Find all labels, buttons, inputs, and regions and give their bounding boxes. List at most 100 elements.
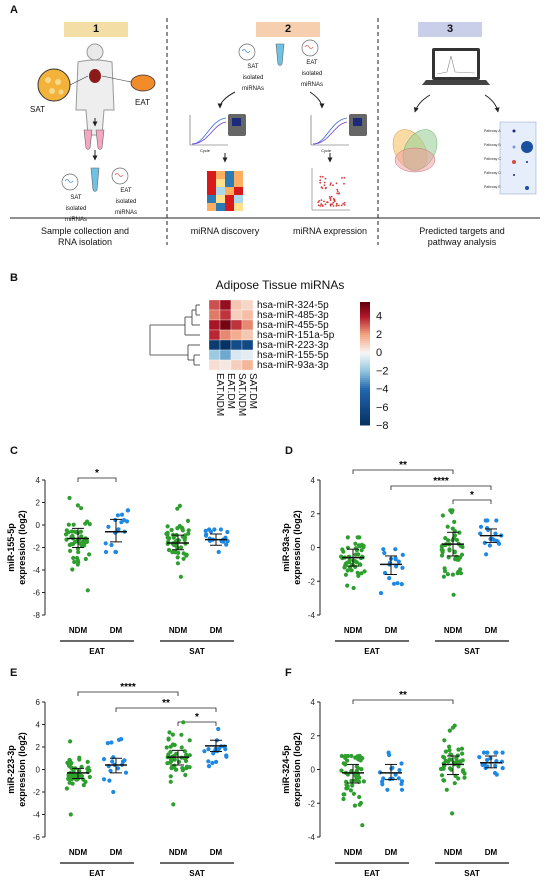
legend-gradient-step <box>360 347 370 350</box>
data-point <box>460 544 465 550</box>
step-1-caption-line-1: Sample collection and <box>40 226 130 236</box>
legend-gradient-step <box>360 357 370 360</box>
data-point <box>494 518 499 523</box>
data-point <box>447 748 452 753</box>
volcano-dot <box>329 182 332 185</box>
tissue-label: EAT <box>364 647 380 656</box>
data-point <box>109 542 114 548</box>
mini-heatmap-cell <box>207 171 216 179</box>
legend-gradient-step <box>360 322 370 326</box>
data-point <box>223 535 228 540</box>
data-point <box>79 506 84 511</box>
data-point <box>357 544 362 549</box>
volcano-dot <box>328 196 331 198</box>
legend-gradient-step <box>360 328 370 332</box>
y-tick-label: -4 <box>308 833 316 842</box>
group-label: DM <box>485 626 498 635</box>
data-point <box>223 747 228 752</box>
y-axis-label-line-2: expression (log2) <box>17 510 27 585</box>
data-point <box>355 570 360 575</box>
volcano-dot <box>329 197 332 200</box>
data-point <box>339 753 344 759</box>
panel-b-letter: B <box>10 272 18 284</box>
heatmap-cell <box>219 359 232 371</box>
data-point <box>393 557 398 562</box>
data-point <box>206 747 211 752</box>
data-point <box>462 775 467 780</box>
heatmap-cell <box>241 319 254 331</box>
data-point <box>382 550 387 556</box>
legend-gradient-step <box>360 308 370 311</box>
data-point <box>224 542 229 547</box>
data-point <box>483 518 488 523</box>
data-point <box>166 547 172 553</box>
volcano-dot <box>335 182 338 185</box>
data-point <box>456 776 461 781</box>
data-point <box>111 789 116 795</box>
y-tick-label: 4 <box>311 476 316 485</box>
data-point <box>204 532 209 537</box>
data-point <box>452 781 457 786</box>
eat-isolated-line-2: isolated miRNAs <box>115 199 137 216</box>
legend-tick-label: −6 <box>376 402 389 414</box>
data-point <box>179 732 184 737</box>
data-point <box>482 540 487 545</box>
group-label: DM <box>210 626 223 635</box>
data-point <box>216 549 221 555</box>
data-point <box>360 823 365 828</box>
y-tick-label: -2 <box>33 544 41 553</box>
group-label: NDM <box>169 626 188 635</box>
group-label: DM <box>110 626 123 635</box>
heatmap-cell <box>219 339 232 351</box>
data-point <box>400 552 405 557</box>
group-label: DM <box>485 848 498 857</box>
legend-gradient-step <box>360 340 370 344</box>
data-point <box>350 783 355 788</box>
pathway-dotplot-icon: Pathway A Pathway B Pathway C Pathway D Path… <box>484 121 537 195</box>
legend-gradient-step <box>360 371 370 375</box>
isolated-mirna-icons-1 <box>61 167 129 192</box>
step-2-caption-expression: miRNA expression <box>292 226 368 236</box>
step-2-badge: 2 <box>256 22 320 37</box>
volcano-dot <box>319 179 322 182</box>
legend-tick-label: 4 <box>376 311 382 323</box>
legend-gradient-step <box>360 367 370 371</box>
data-point <box>83 556 88 562</box>
data-point <box>444 787 449 792</box>
step-3-caption-line-1: Predicted targets and <box>419 226 505 236</box>
volcano-dot <box>321 205 324 207</box>
heatmap-row-label: hsa-miR-223-3p <box>257 340 329 351</box>
legend-tick-label: −2 <box>376 365 389 377</box>
legend-gradient-step <box>360 410 370 414</box>
data-point <box>186 528 191 533</box>
data-point <box>174 751 179 756</box>
legend-gradient-step <box>360 312 370 315</box>
data-point <box>224 753 229 758</box>
sat-isolated-line-4: isolated miRNAs <box>242 75 264 92</box>
data-point <box>491 537 496 542</box>
step-3-badge: 3 <box>418 22 482 37</box>
legend-gradient-step <box>360 416 370 420</box>
data-point <box>387 576 392 581</box>
volcano-dot <box>332 201 335 204</box>
group-label: DM <box>385 626 398 635</box>
laptop-icon <box>422 48 490 85</box>
data-point <box>438 766 444 772</box>
y-tick-label: -4 <box>33 811 41 820</box>
group-label: DM <box>110 848 123 857</box>
data-point <box>203 528 208 533</box>
data-point <box>125 508 130 513</box>
legend-gradient-step <box>360 316 370 319</box>
data-point <box>187 738 192 743</box>
data-point <box>216 726 221 732</box>
legend-gradient-step <box>360 338 370 342</box>
legend-gradient-step <box>360 336 370 340</box>
data-point <box>440 513 445 518</box>
data-point <box>76 560 81 565</box>
significance-label: ** <box>399 460 407 471</box>
legend-gradient-step <box>360 326 370 330</box>
data-point <box>439 553 445 558</box>
legend-tick-label: −8 <box>376 420 389 432</box>
y-axis-label-line-2: expression (log2) <box>292 732 302 807</box>
